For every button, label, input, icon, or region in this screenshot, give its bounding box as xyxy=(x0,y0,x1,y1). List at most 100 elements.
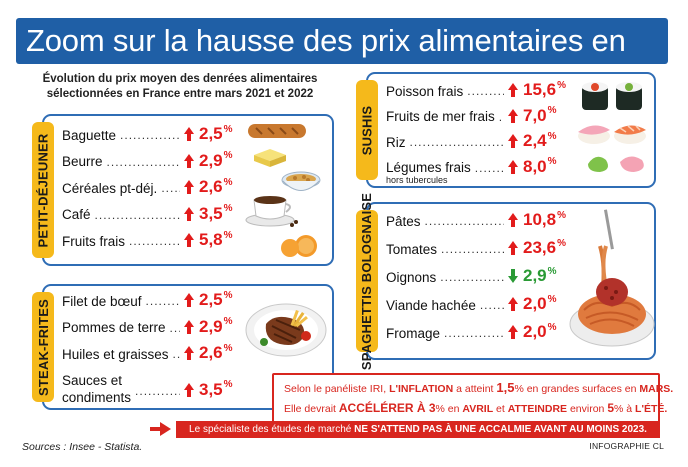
dot-leader: ........................................… xyxy=(172,347,180,361)
item-label: Café xyxy=(62,207,91,222)
value-number: 2,6 xyxy=(199,343,223,362)
arrow-up-icon xyxy=(184,233,194,247)
value-unit: % xyxy=(557,209,566,221)
dot-leader: ........................................… xyxy=(444,326,504,340)
dot-leader: ........................................… xyxy=(135,383,180,398)
item-label: Pâtes xyxy=(386,213,421,229)
item-value: 2,4% xyxy=(508,130,557,152)
spaghetti-plate-icon xyxy=(569,209,655,347)
tab-label: PETIT-DÉJEUNER xyxy=(35,132,51,248)
value-unit: % xyxy=(547,156,557,167)
value-number: 10,8 xyxy=(523,210,557,229)
item-value: 8,0% xyxy=(508,156,557,178)
value-number: 23,6 xyxy=(523,238,557,257)
item-label: Fruits de mer frais xyxy=(386,109,495,124)
item-value: 2,0% xyxy=(508,293,557,315)
tab-sushis: SUSHIS xyxy=(356,80,378,180)
value-unit: % xyxy=(223,150,233,161)
arrow-up-icon xyxy=(508,325,518,339)
forecast-banner: Le spécialiste des études de marché NE S… xyxy=(176,421,660,438)
value-unit: % xyxy=(223,379,233,390)
item-label: Beurre xyxy=(62,154,103,169)
arrow-up-icon xyxy=(184,153,194,168)
info-line-2: Elle devrait ACCÉLÉRER À 3% en AVRIL et … xyxy=(284,401,668,415)
arrow-up-icon xyxy=(508,241,518,255)
arrow-up-icon xyxy=(508,108,518,123)
value-number: 2,9 xyxy=(199,150,223,170)
dot-leader: ........................................… xyxy=(94,207,180,222)
arrow-up-icon xyxy=(184,127,194,141)
item-value: 3,5% xyxy=(184,203,233,225)
dot-leader: ........................................… xyxy=(467,84,504,98)
tab-label: SUSHIS xyxy=(359,105,375,155)
item-label: Sauces et xyxy=(62,373,123,388)
subtitle: Évolution du prix moyen des denrées alim… xyxy=(30,72,330,102)
item-value: 10,8% xyxy=(508,209,566,231)
value-unit: % xyxy=(223,289,233,301)
item-value: 2,0% xyxy=(508,321,557,343)
item-value: 5,8% xyxy=(184,229,233,251)
arrow-up-icon xyxy=(508,297,518,311)
value-unit: % xyxy=(223,316,233,327)
dot-leader: ........................................… xyxy=(120,128,180,142)
value-number: 2,5 xyxy=(199,290,223,309)
value-unit: % xyxy=(223,123,233,135)
value-unit: % xyxy=(223,342,233,354)
inflation-info-box: Selon le panéliste IRI, L'INFLATION a at… xyxy=(272,373,674,423)
dot-leader: ........................................… xyxy=(441,242,504,256)
dot-leader: ........................................… xyxy=(498,109,504,124)
item-value: 3,5% xyxy=(184,379,233,401)
item-value: 2,9% xyxy=(184,316,233,338)
dot-leader: ........................................… xyxy=(129,234,180,248)
value-unit: % xyxy=(547,105,557,116)
value-number: 2,4 xyxy=(523,131,547,150)
cereal-bowl-icon xyxy=(281,171,321,191)
butter-icon xyxy=(254,149,286,167)
dot-leader: ........................................… xyxy=(169,320,180,335)
arrow-up-icon xyxy=(184,346,194,360)
item-value: 2,9% xyxy=(508,265,557,287)
page-title: Zoom sur la hausse des prix alimentaires… xyxy=(16,18,668,104)
item-label: Filet de bœuf xyxy=(62,293,142,309)
item-value: 2,5% xyxy=(184,123,233,145)
item-value: 2,9% xyxy=(184,150,233,172)
arrow-up-icon xyxy=(184,382,194,397)
value-unit: % xyxy=(547,293,557,305)
item-label: Tomates xyxy=(386,241,438,257)
arrow-up-icon xyxy=(184,319,194,334)
item-label-line-2: condiments xyxy=(62,390,132,405)
item-value: 23,6% xyxy=(508,237,566,259)
nigiri-icon xyxy=(578,125,646,144)
arrow-up-icon xyxy=(184,293,194,307)
item-sublabel: hors tubercules xyxy=(386,174,448,185)
arrow-up-icon xyxy=(508,213,518,227)
value-number: 2,0 xyxy=(523,294,547,313)
item-label: Riz xyxy=(386,134,406,150)
item-label: Fruits frais xyxy=(62,233,126,249)
item-value: 2,6% xyxy=(184,342,233,364)
item-value: 2,6% xyxy=(184,176,233,198)
arrow-up-icon xyxy=(508,83,518,97)
coffee-cup-icon xyxy=(245,196,298,227)
value-number: 5,8 xyxy=(199,230,223,249)
value-unit: % xyxy=(557,79,566,91)
value-number: 7,0 xyxy=(523,105,547,125)
arrow-up-icon xyxy=(508,159,518,174)
info-line-1: Selon le panéliste IRI, L'INFLATION a at… xyxy=(284,380,674,395)
item-label: Pommes de terre xyxy=(62,320,166,335)
item-label: Légumes frais xyxy=(386,160,471,175)
value-number: 15,6 xyxy=(523,80,557,99)
sushi-roll-icon xyxy=(582,82,642,110)
value-number: 2,0 xyxy=(523,322,547,341)
value-unit: % xyxy=(223,203,233,214)
value-number: 3,5 xyxy=(199,379,223,399)
item-value: 15,6% xyxy=(508,79,566,101)
tab-steak-frites: STEAK-FRITES xyxy=(32,292,54,402)
dot-leader: ........................................… xyxy=(106,154,180,169)
sources-note: Sources : Insee - Statista. xyxy=(22,441,143,453)
tab-spaghettis: SPAGHETTIS BOLOGNAISE xyxy=(356,192,378,370)
arrow-down-icon xyxy=(508,269,518,283)
item-label: Baguette xyxy=(62,127,117,143)
credit-note: INFOGRAPHIE CL xyxy=(589,441,664,451)
value-unit: % xyxy=(557,237,566,249)
